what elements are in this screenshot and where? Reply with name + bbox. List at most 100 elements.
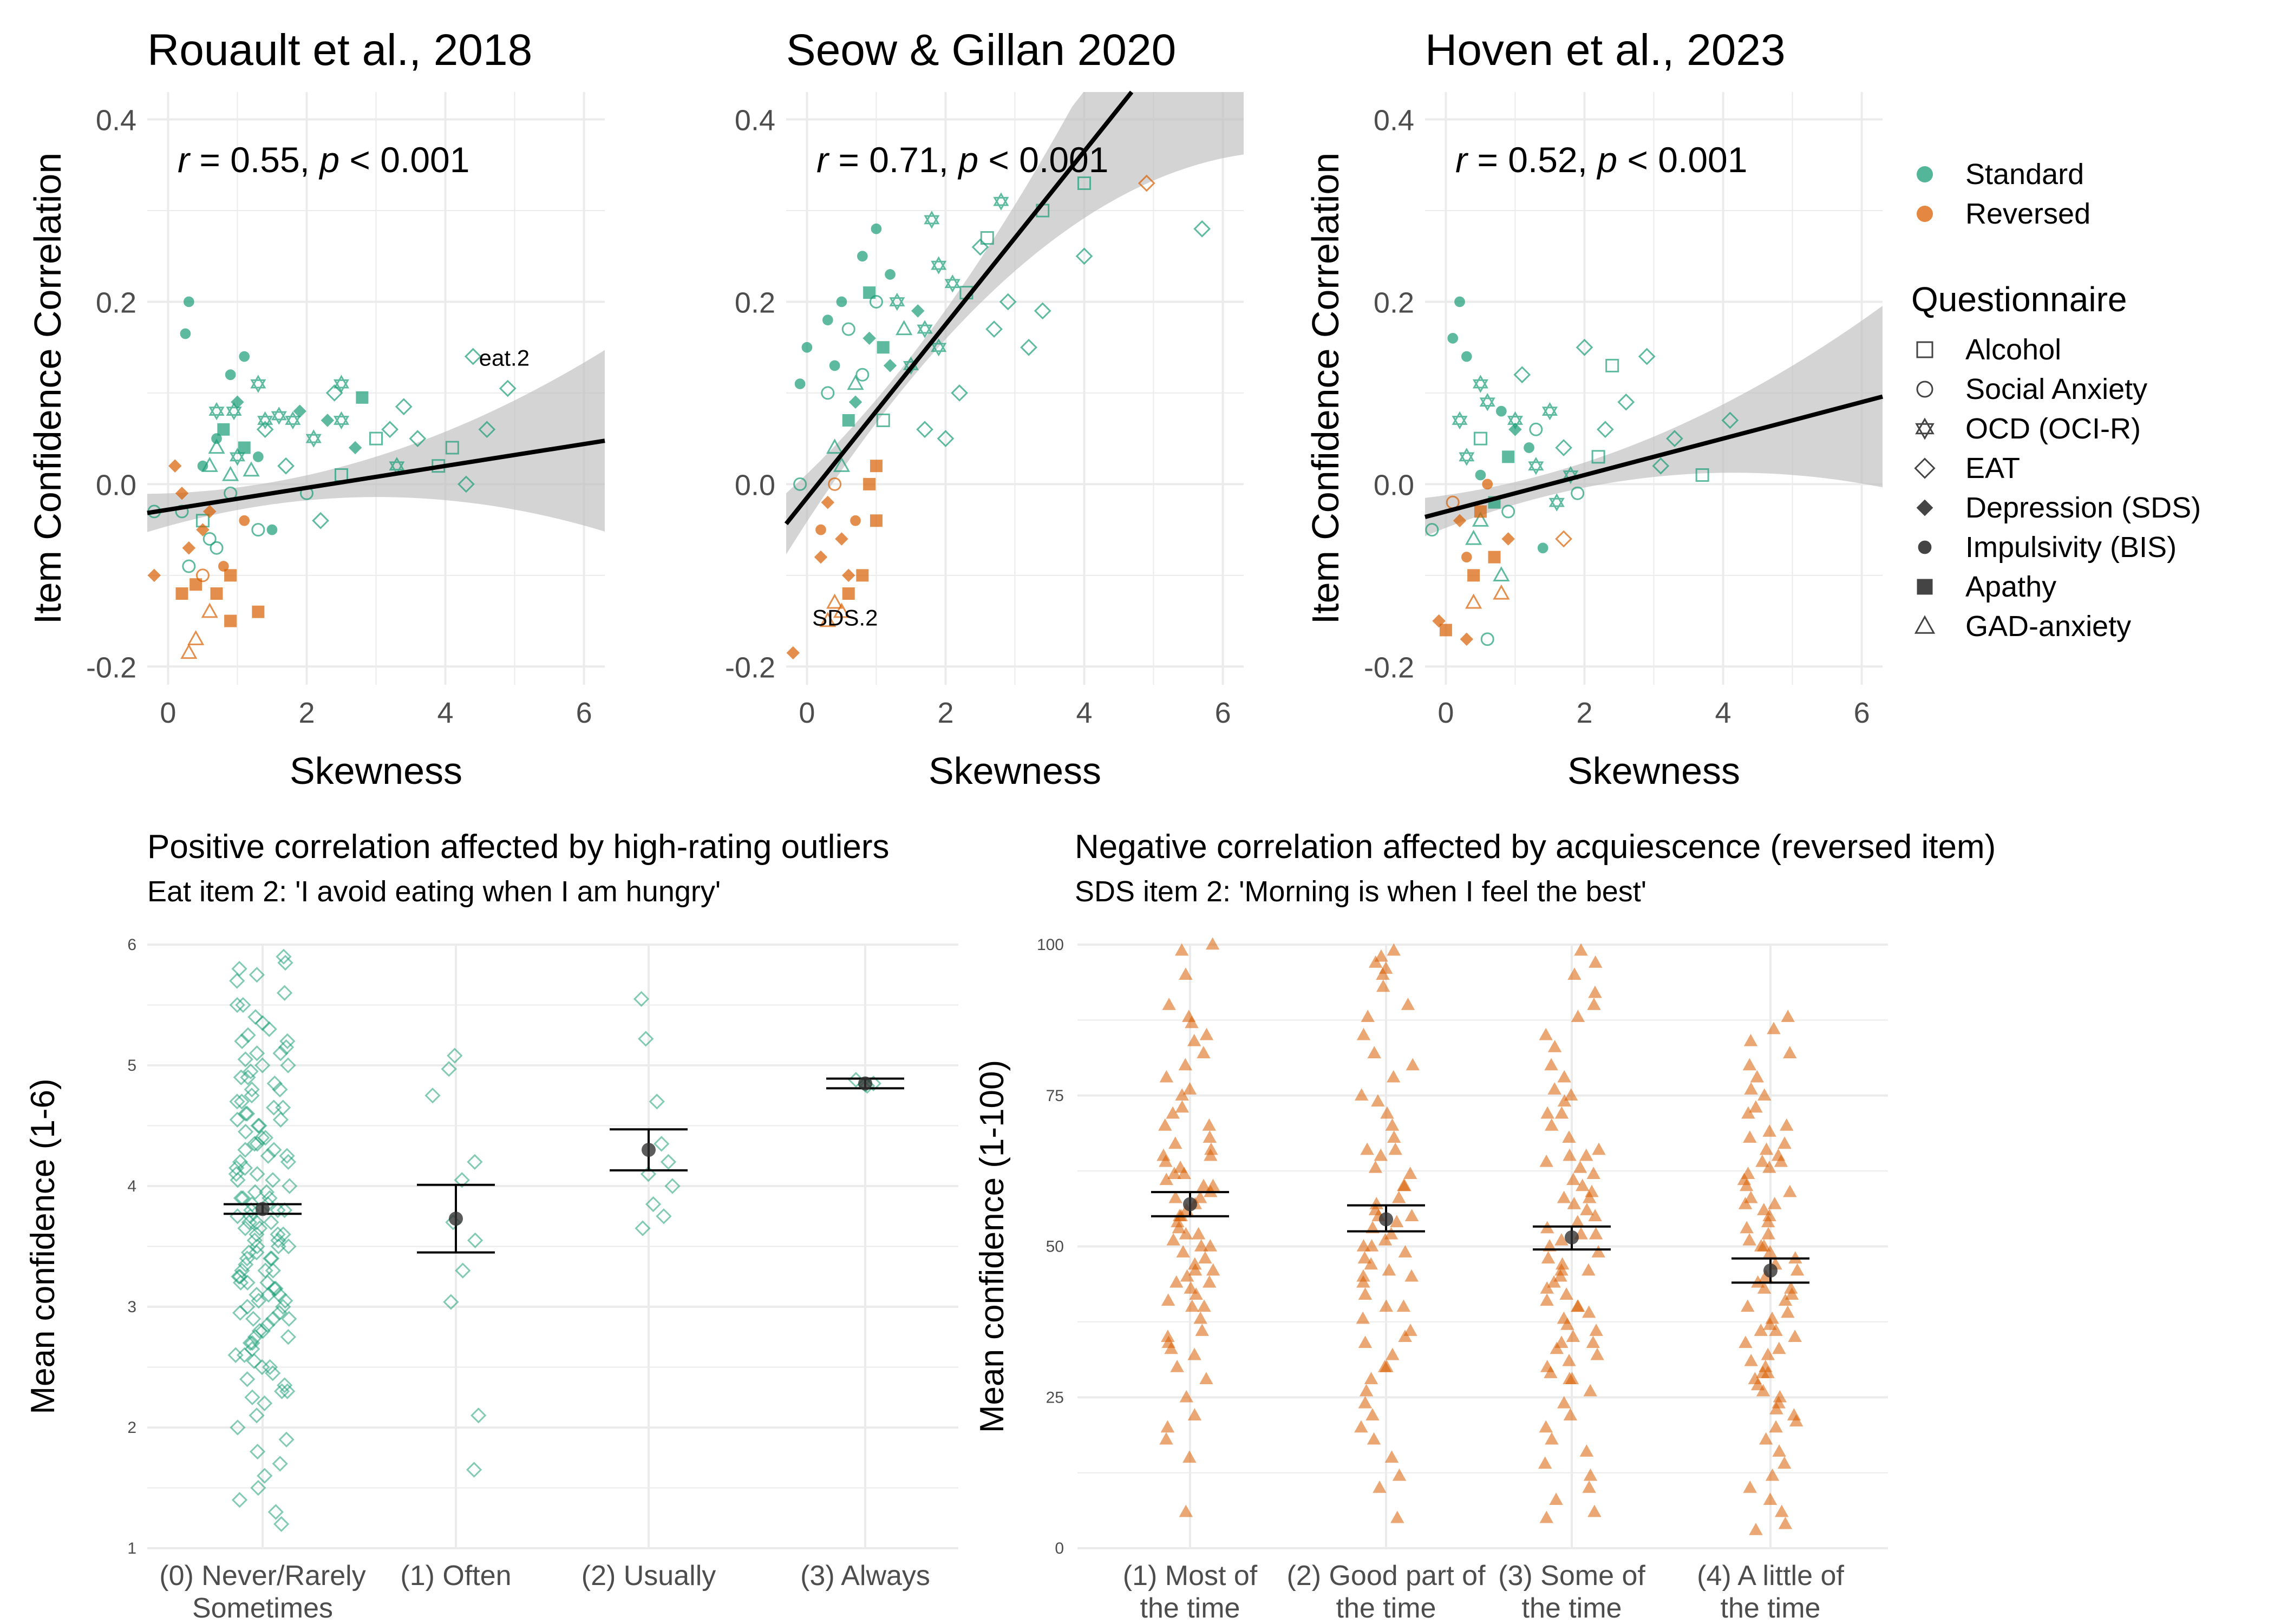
data-point-cat1-47 xyxy=(1365,1408,1380,1420)
data-point-cat1-53 xyxy=(1390,1510,1404,1523)
data-point-18 xyxy=(896,320,913,336)
data-point-cat1-35 xyxy=(1404,1269,1419,1282)
y-tick-label: 50 xyxy=(1046,1238,1064,1256)
data-point-cat2-72 xyxy=(1571,1299,1585,1312)
data-point-33 xyxy=(951,384,968,402)
data-point-cat0-57 xyxy=(1182,1450,1197,1463)
data-point-cat0-69 xyxy=(244,1389,260,1405)
data-point-10 xyxy=(848,395,862,409)
data-point-58 xyxy=(224,614,237,627)
data-point-cat0-56 xyxy=(1159,1432,1173,1445)
data-point-cat3-43 xyxy=(1763,1317,1777,1330)
data-point-cat0-125 xyxy=(244,1335,260,1351)
data-point-cat0-84 xyxy=(263,1214,279,1230)
data-point-50 xyxy=(1461,552,1472,563)
data-point-62 xyxy=(815,524,826,535)
legend-shape-diamond-filled xyxy=(1916,499,1933,516)
data-point-25 xyxy=(333,375,350,393)
data-point-20 xyxy=(931,256,947,274)
data-point-11 xyxy=(293,404,306,418)
data-point-cat3-6 xyxy=(1744,1082,1758,1095)
legend-shape-diamond-open xyxy=(1914,457,1936,479)
data-point-cat1-52 xyxy=(1373,1480,1387,1493)
data-point-cat0-41 xyxy=(251,1220,268,1236)
data-point-46 xyxy=(793,477,807,491)
data-point-cat2-15 xyxy=(1562,1130,1576,1143)
y-tick-label: 75 xyxy=(1046,1087,1064,1105)
data-point-cat1-2 xyxy=(424,1088,441,1104)
data-point-cat0-135 xyxy=(245,1311,262,1327)
x-category-label: the time xyxy=(1721,1593,1821,1624)
data-point-27 xyxy=(1555,439,1572,456)
data-point-cat1-51 xyxy=(1392,1468,1407,1481)
data-point-19 xyxy=(924,211,940,229)
point-label: SDS.2 xyxy=(812,605,878,631)
data-point-22 xyxy=(889,292,905,311)
annotation-p-label: p xyxy=(957,140,978,180)
data-point-19 xyxy=(208,402,225,421)
data-point-cat0-117 xyxy=(266,1099,282,1116)
data-point-cat1-56 xyxy=(1404,1209,1419,1221)
data-point-cat3-34 xyxy=(1790,1263,1805,1276)
data-point-cat2-3 xyxy=(654,1136,670,1152)
data-point-cat2-50 xyxy=(1590,1347,1604,1360)
data-point-cat3-8 xyxy=(1749,1100,1763,1113)
data-point-32 xyxy=(1020,338,1037,356)
y-tick-label: 5 xyxy=(127,1057,136,1075)
data-point-cat0-35 xyxy=(1176,1245,1190,1258)
data-point-21 xyxy=(250,375,266,393)
data-point-cat0-15 xyxy=(243,1063,259,1079)
data-point-16 xyxy=(847,375,864,390)
y-tick-label: -0.2 xyxy=(1364,651,1414,684)
y-tick-label: 0.4 xyxy=(735,104,775,137)
data-point-37 xyxy=(312,512,329,529)
y-tick-label: 0 xyxy=(1055,1540,1064,1557)
data-point-3 xyxy=(225,369,236,381)
mean-marker xyxy=(1763,1263,1778,1278)
data-point-cat3-12 xyxy=(1743,1130,1757,1143)
data-point-cat0-22 xyxy=(238,1105,254,1122)
data-point-4 xyxy=(857,251,868,262)
data-point-cat3-73 xyxy=(1783,1281,1798,1294)
data-point-cat0-60 xyxy=(1177,1167,1191,1179)
x-tick-label: 6 xyxy=(576,697,592,729)
data-point-21 xyxy=(1548,493,1565,512)
legend-label: Standard xyxy=(1965,158,2084,191)
data-point-cat2-49 xyxy=(1550,1341,1564,1354)
data-point-cat1-31 xyxy=(1398,1245,1413,1258)
data-point-cat0-41 xyxy=(1184,1281,1198,1294)
mean-marker xyxy=(449,1212,463,1226)
data-point-cat1-6 xyxy=(1401,997,1415,1010)
data-point-cat0-3 xyxy=(1162,997,1176,1010)
data-point-cat0-46 xyxy=(1195,1324,1209,1336)
data-point-cat2-22 xyxy=(1576,1178,1590,1191)
data-point-18 xyxy=(1459,448,1475,466)
legend-label: Impulsivity (BIS) xyxy=(1965,531,2177,564)
data-point-53 xyxy=(863,477,876,490)
data-point-45 xyxy=(855,368,870,382)
data-point-17 xyxy=(243,461,260,477)
panel-title: Seow & Gillan 2020 xyxy=(786,25,1176,75)
data-point-cat0-5 xyxy=(1185,1016,1199,1029)
panel-hoven-2023: -0.2 0.0 0.2 0.4 0 2 4 6 r = 0.52, p < 0.001 Hove… xyxy=(1304,25,1884,792)
data-point-cat1-3 xyxy=(467,1154,483,1170)
data-point-cat0-20 xyxy=(1159,1154,1173,1167)
data-point-12 xyxy=(863,286,876,299)
data-point-6 xyxy=(885,269,896,280)
data-point-71 xyxy=(239,515,250,526)
data-point-cat0-36 xyxy=(1198,1251,1212,1264)
data-point-cat0-1 xyxy=(277,954,293,971)
data-point-cat0-107 xyxy=(232,1305,249,1321)
annotation-p-label: p xyxy=(1596,140,1617,180)
data-point-cat1-5 xyxy=(1376,979,1390,992)
data-point-cat3-45 xyxy=(1788,1330,1802,1342)
data-point-cat0-80 xyxy=(273,1516,290,1533)
data-point-cat0-58 xyxy=(1179,1504,1193,1517)
data-point-cat0-2 xyxy=(1179,967,1193,980)
data-point-10 xyxy=(348,441,362,455)
data-point-cat0-132 xyxy=(280,1238,297,1255)
data-point-cat0-32 xyxy=(249,1166,265,1182)
x-tick-label: 4 xyxy=(1076,697,1093,729)
x-category-label: the time xyxy=(1522,1593,1622,1624)
